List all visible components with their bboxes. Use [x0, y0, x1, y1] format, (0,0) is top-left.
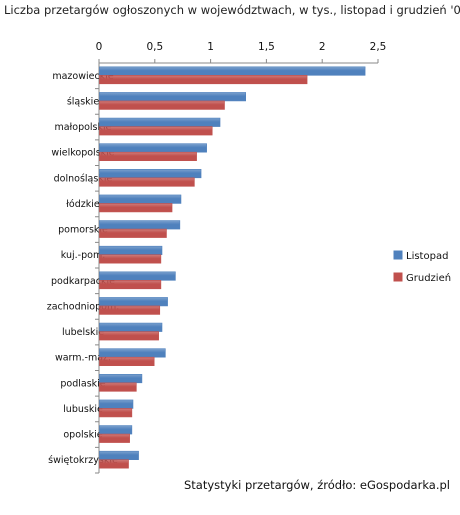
x-tick-label: 1,5: [258, 41, 275, 53]
bar-listopad-slaskie: [99, 92, 246, 102]
bar-listopad-opolskie: [99, 425, 133, 435]
bar-listopad-zachodniopom: [99, 297, 168, 307]
bar-listopad-swietokrzyskie: [99, 450, 139, 460]
category-label-malopolskie: małopolskie: [54, 122, 111, 133]
bar-listopad-pomorskie: [99, 220, 181, 230]
category-label-warm-maz: warm.-maz.: [55, 353, 111, 364]
category-label-kuj-pom: kuj.-pom.: [61, 250, 105, 261]
category-label-podkarpackie: podkarpackie: [51, 276, 115, 287]
bar-grudzien-lubelskie: [99, 331, 159, 341]
bar-grudzien-warm-maz: [99, 356, 155, 366]
bar-listopad-mazowieckie: [99, 66, 366, 76]
bar-listopad-warm-maz: [99, 348, 166, 358]
bar-listopad-wielkopolskie: [99, 143, 207, 153]
category-label-lubelskie: lubelskie: [62, 327, 104, 338]
category-label-pomorskie: pomorskie: [58, 225, 108, 236]
bar-grudzien-opolskie: [99, 433, 130, 443]
bar-listopad-malopolskie: [99, 117, 221, 127]
legend-label-listopad: Listopad: [406, 251, 448, 262]
category-label-lodzkie: łódzkie: [66, 199, 100, 210]
category-label-swietokrzyskie: świętokrzyskie: [48, 455, 118, 466]
category-label-mazowieckie: mazowieckie: [52, 71, 113, 82]
bar-grudzien-podkarpackie: [99, 280, 162, 290]
bar-grudzien-podlaskie: [99, 382, 137, 392]
x-tick-label: 2,5: [370, 41, 387, 53]
legend-label-grudzien: Grudzień: [406, 272, 451, 284]
category-label-podlaskie: podlaskie: [60, 378, 105, 389]
bar-grudzien-pomorskie: [99, 228, 167, 238]
bar-grudzien-kuj-pom: [99, 254, 162, 264]
bar-grudzien-malopolskie: [99, 126, 213, 136]
bar-grudzien-mazowieckie: [99, 75, 308, 85]
x-tick-label: 0: [96, 41, 103, 53]
chart-title: Liczba przetargów ogłoszonych w wojewódz…: [4, 3, 460, 17]
bar-listopad-podlaskie: [99, 374, 143, 384]
bar-grudzien-swietokrzyskie: [99, 459, 129, 469]
bar-grudzien-zachodniopom: [99, 305, 161, 315]
bar-listopad-kuj-pom: [99, 245, 163, 255]
bar-grudzien-slaskie: [99, 100, 225, 110]
x-tick-label: 0,5: [146, 41, 163, 53]
category-label-zachodniopom: zachodniopom.: [47, 301, 119, 312]
legend-swatch-grudzien: [393, 272, 403, 282]
category-label-opolskie: opolskie: [63, 430, 102, 441]
bar-grudzien-lubuskie: [99, 408, 133, 418]
category-label-wielkopolskie: wielkopolskie: [51, 148, 114, 159]
bar-listopad-lodzkie: [99, 194, 182, 204]
bar-listopad-lubuskie: [99, 399, 134, 409]
bar-grudzien-dolnoslaskie: [99, 177, 195, 187]
x-tick-label: 1: [207, 41, 214, 53]
legend-swatch-listopad: [393, 250, 403, 260]
bar-grudzien-wielkopolskie: [99, 151, 197, 161]
bar-listopad-podkarpackie: [99, 271, 176, 281]
bar-listopad-dolnoslaskie: [99, 169, 202, 179]
bar-listopad-lubelskie: [99, 322, 163, 332]
source-note: Statystyki przetargów, źródło: eGospodar…: [183, 478, 450, 492]
x-tick-label: 2: [319, 41, 326, 53]
bar-grudzien-lodzkie: [99, 203, 173, 213]
category-label-lubuskie: lubuskie: [63, 404, 103, 415]
category-label-dolnoslaskie: dolnośląskie: [54, 173, 113, 184]
category-label-slaskie: śląskie: [67, 96, 100, 107]
